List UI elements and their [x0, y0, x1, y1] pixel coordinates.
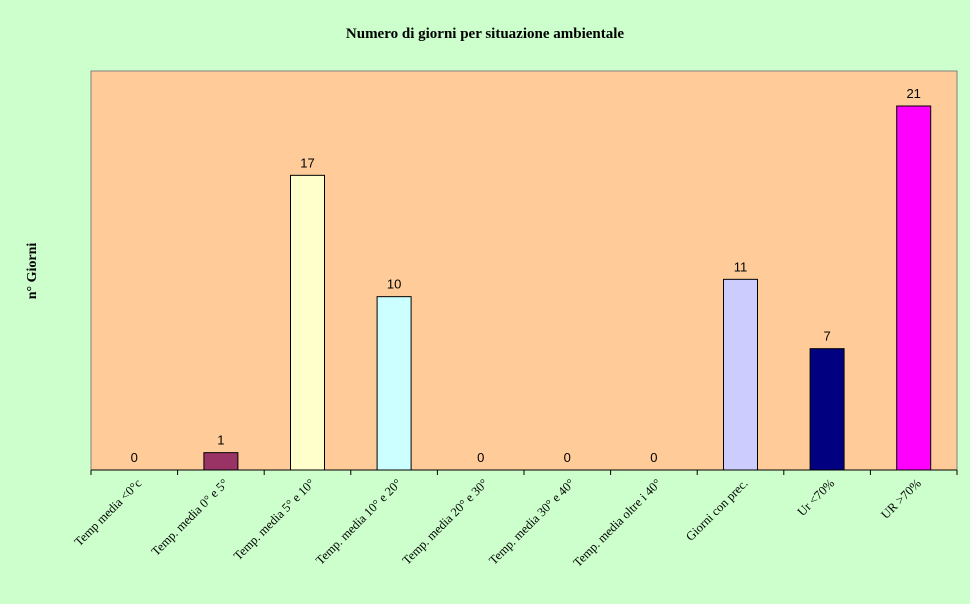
x-axis-tick-labels: Temp media <0°c Temp. media 0° e 5° Temp. … [72, 476, 924, 570]
x-tick-label: Temp. media oltre i 40° [570, 476, 664, 570]
bars [203, 105, 932, 471]
x-tick-label: Temp media <0°c [72, 476, 145, 549]
x-tick-label: Giorni con prec. [683, 476, 751, 544]
data-label: 17 [300, 155, 314, 170]
bar [290, 174, 325, 471]
chart-title: Numero di giorni per situazione ambienta… [346, 26, 625, 42]
data-label: 0 [564, 450, 571, 465]
x-tick-label: UR >70% [878, 476, 924, 522]
x-tick-label: Temp. media 0° e 5° [149, 476, 231, 558]
bar [376, 296, 412, 471]
x-tick-label: Temp. media 10° e 20° [313, 476, 404, 567]
data-label: 0 [131, 450, 138, 465]
bar [809, 348, 845, 471]
x-tick-label: Ur <70% [795, 476, 838, 519]
data-label: 21 [906, 86, 920, 101]
bar [203, 452, 239, 471]
y-axis-label: n° Giorni [25, 243, 40, 300]
bar [896, 105, 932, 471]
x-tick-label: Temp. media 30° e 40° [486, 476, 577, 567]
data-label: 10 [387, 277, 401, 292]
x-axis-ticks [90, 470, 958, 475]
data-label: 0 [650, 450, 657, 465]
bar [723, 278, 758, 471]
x-tick-label: Temp. media 5° e 10° [231, 476, 318, 563]
data-label: 0 [477, 450, 484, 465]
x-tick-label: Temp. media 20° e 30° [400, 476, 491, 567]
data-label: 1 [217, 433, 224, 448]
data-label: 11 [734, 259, 748, 274]
data-label: 7 [823, 329, 830, 344]
